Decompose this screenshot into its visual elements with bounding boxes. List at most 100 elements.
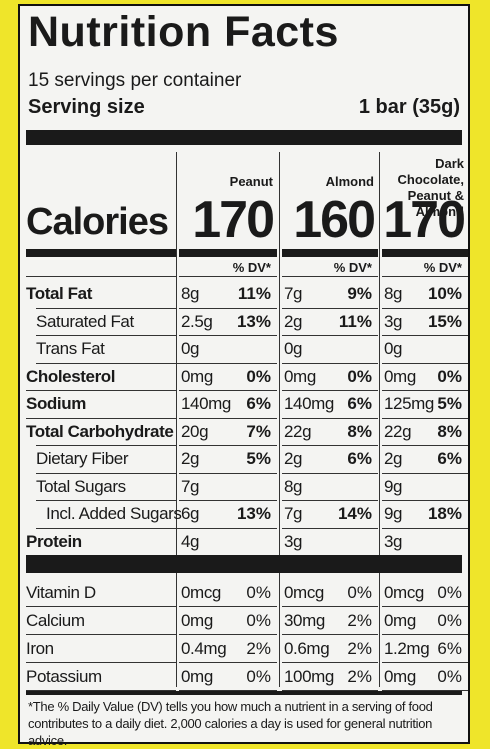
daily-value: 0% [437,366,462,386]
nutrient-label: Incl. Added Sugars [46,504,182,523]
daily-value: 0% [246,366,271,386]
column-rule [379,152,380,687]
rule [382,690,468,691]
amount: 8g [181,284,200,303]
amount: 7g [284,284,303,303]
daily-value: 0% [246,667,271,686]
thick-rule [26,555,462,573]
amount: 2g [284,311,303,331]
amount: 20g [181,421,209,441]
rule [26,417,176,419]
rule [26,690,176,691]
daily-value: 0% [246,583,271,602]
daily-value: 11% [338,311,372,331]
rule [382,606,468,607]
daily-value: 2% [347,667,372,686]
amount: 22g [284,421,312,441]
rule [36,362,186,364]
amount: 0mg [181,667,213,686]
rule [382,390,468,391]
amount: 2.5g [181,311,213,331]
daily-value: 10% [427,284,462,303]
nutrient-label: Total Carbohydrate [26,421,174,441]
amount: 140mg [284,394,334,413]
nutrient-label: Protein [26,531,82,551]
rule [26,691,462,695]
daily-value: 0% [437,667,462,686]
daily-value: 5% [437,394,462,413]
rule [179,634,277,635]
daily-value: 14% [337,504,372,523]
amount: 125mg [384,394,434,413]
rule [282,390,378,391]
rule [26,662,176,663]
rule [282,472,378,474]
column-rule [176,152,177,687]
nutrient-label: Trans Fat [36,339,105,358]
daily-value: 6% [347,449,372,468]
thick-rule [282,249,378,257]
rule [282,335,378,336]
amount: 3g [384,311,403,331]
dv-header: % DV* [232,260,271,275]
calories-value: 170 [192,191,275,249]
amount: 0mg [384,611,416,630]
daily-value: 2% [347,611,372,630]
thick-rule [179,249,277,257]
rule [282,527,378,529]
vitamin-label: Potassium [26,667,102,686]
amount: 2g [284,449,303,468]
rule [382,307,468,309]
rule [179,417,277,419]
amount: 100mg [284,667,334,686]
amount: 0.4mg [181,639,227,658]
rule [179,307,277,309]
rule [26,276,176,277]
rule [282,634,378,635]
calories-value: 160 [293,191,376,249]
rule [179,390,277,391]
amount: 7g [181,476,200,496]
rule [26,634,176,635]
column-rule [279,152,280,687]
daily-value: 6% [437,639,462,658]
amount: 7g [284,504,303,523]
daily-value: 0% [246,611,271,630]
calories-value: 170 [383,191,466,249]
rule [382,527,468,529]
rule [382,472,468,474]
daily-value: 8% [437,421,462,441]
daily-value: 6% [347,394,372,413]
rule [179,445,277,446]
thick-rule [382,249,468,257]
daily-value: 6% [437,449,462,468]
daily-value: 0% [347,583,372,602]
rule [36,445,176,446]
product-name: Dark Chocolate, Peanut & Almond [397,156,464,219]
amount: 30mg [284,611,325,630]
amount: 8g [284,476,303,496]
rule [36,472,176,474]
rule [282,417,378,419]
rule [382,445,468,446]
amount: 3g [384,531,403,551]
amount: 3g [284,531,303,551]
rule [282,606,378,607]
amount: 0g [284,339,303,358]
amount: 0g [181,339,200,358]
serving-size-label: Serving size [28,96,145,118]
vitamin-label: Iron [26,639,54,658]
rule [382,634,468,635]
daily-value: 0% [347,366,372,386]
amount: 0mg [384,667,416,686]
rule [179,606,277,607]
amount: 1.2mg [384,639,430,658]
rule [382,335,468,336]
rule [382,417,468,419]
rule [282,662,378,663]
amount: 6g [181,504,200,523]
rule [36,335,176,336]
dv-header: % DV* [423,260,462,275]
calories-label: Calories [26,201,169,243]
